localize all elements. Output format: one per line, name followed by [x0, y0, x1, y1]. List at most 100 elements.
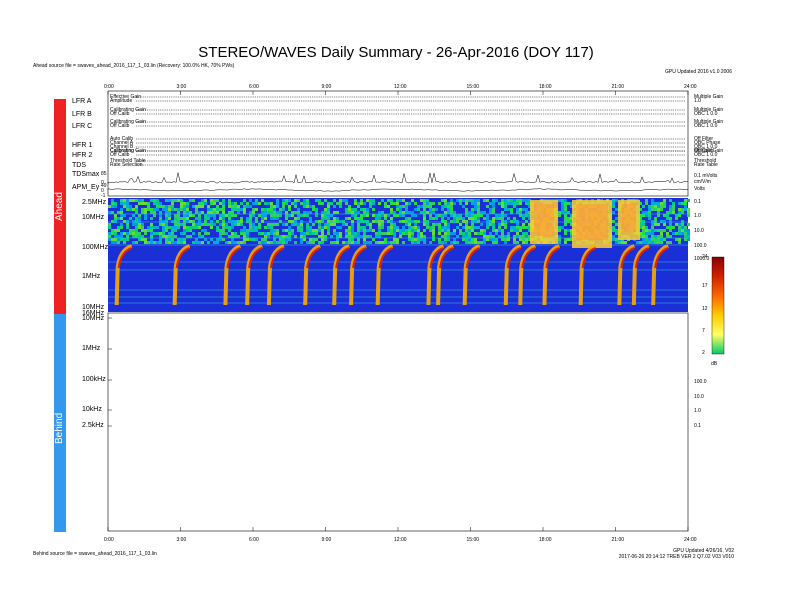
spectrogram-cell [561, 202, 564, 205]
spectrogram-cell [378, 226, 381, 229]
spectrogram-cell [396, 205, 399, 208]
spectrogram-cell [453, 229, 456, 232]
spectrogram-cell [444, 199, 447, 202]
spectrogram-cell [564, 214, 567, 217]
spectrogram-cell [300, 238, 303, 241]
spectrogram-cell [444, 238, 447, 241]
spectrogram-cell [144, 241, 147, 244]
spectrogram-cell [171, 208, 174, 211]
spectrogram-cell [312, 232, 315, 235]
spectrogram-cell [162, 232, 165, 235]
spectrogram-cell [249, 226, 252, 229]
spectrogram-cell [333, 220, 336, 223]
spectrogram-cell [372, 220, 375, 223]
spectrogram-cell [198, 202, 201, 205]
spectrogram-cell [612, 211, 615, 214]
spectrogram-cell [375, 241, 378, 244]
spectrogram-cell [663, 220, 666, 223]
spectrogram-cell [186, 235, 189, 238]
spectrogram-cell [438, 241, 441, 244]
spectrogram-cell [510, 199, 513, 202]
spectrogram-cell [138, 202, 141, 205]
spectrogram-cell [201, 199, 204, 202]
spectrogram-cell [198, 223, 201, 226]
colorbar [711, 256, 725, 355]
spectrogram-cell [645, 238, 648, 241]
spectrogram-cell [459, 199, 462, 202]
spectrogram-cell [198, 217, 201, 220]
spectrogram-cell [126, 220, 129, 223]
spectrogram-cell [360, 208, 363, 211]
spectrogram-cell [183, 229, 186, 232]
spectrogram-cell [252, 229, 255, 232]
spectrogram-cell [273, 241, 276, 244]
top-time-tick: 12:00 [394, 84, 407, 90]
spectrogram-cell [141, 202, 144, 205]
spectrogram-cell [435, 208, 438, 211]
spectrogram-cell [159, 211, 162, 214]
spectrogram-cell [420, 238, 423, 241]
spectrogram-cell [564, 238, 567, 241]
spectrogram-cell [306, 205, 309, 208]
spectrogram-cell [657, 208, 660, 211]
spectrogram-cell [231, 208, 234, 211]
spectrogram-cell [165, 214, 168, 217]
spectrogram-cell [411, 232, 414, 235]
spectrogram-cell [390, 229, 393, 232]
spectrogram-cell [414, 214, 417, 217]
spectrogram-cell [486, 217, 489, 220]
spectrogram-cell [285, 211, 288, 214]
spectrogram-cell [516, 220, 519, 223]
spectrogram-cell [213, 241, 216, 244]
spectrogram-cell [222, 199, 225, 202]
bottom-right-note-2: 2017-06-26 20:14:12 TREB VER 2 Q7.02 V03… [618, 554, 734, 560]
spectrogram-cell [273, 223, 276, 226]
spectrogram-cell [132, 199, 135, 202]
spectrogram-cell [294, 220, 297, 223]
spectrogram-cell [501, 229, 504, 232]
spectrogram-cell [528, 235, 531, 238]
spectrogram-cell [384, 232, 387, 235]
spectrogram-cell [444, 202, 447, 205]
spectrogram-cell [303, 211, 306, 214]
spectrogram-cell [453, 217, 456, 220]
spectrogram-cell [348, 235, 351, 238]
spectrogram-cell [444, 223, 447, 226]
spectrogram-cell [150, 226, 153, 229]
spectrogram-cell [219, 208, 222, 211]
spectrogram-cell [285, 214, 288, 217]
spectrogram-cell [336, 238, 339, 241]
spectrogram-cell [615, 208, 618, 211]
spectrogram-cell [201, 229, 204, 232]
spectrogram-cell [285, 235, 288, 238]
spectrogram-cell [153, 199, 156, 202]
spectrogram-cell [501, 217, 504, 220]
spectrogram-cell [210, 202, 213, 205]
spectrogram-cell [495, 238, 498, 241]
spectrogram-cell [510, 220, 513, 223]
spectrogram-cell [492, 238, 495, 241]
spectrogram-cell [216, 211, 219, 214]
spectrogram-cell [165, 223, 168, 226]
spectrogram-cell [117, 229, 120, 232]
spectrogram-cell [228, 205, 231, 208]
spectrogram-cell [282, 208, 285, 211]
spectrogram-cell [492, 211, 495, 214]
spectrogram-cell [393, 229, 396, 232]
spectrogram-cell [195, 241, 198, 244]
spectrogram-cell [669, 199, 672, 202]
spectrogram-cell [165, 217, 168, 220]
spectrogram-cell [450, 208, 453, 211]
spectrogram-cell [468, 232, 471, 235]
spectrogram-cell [129, 232, 132, 235]
spectrogram-cell [366, 241, 369, 244]
spectrogram-cell [504, 199, 507, 202]
spectrogram-cell [432, 223, 435, 226]
spectrogram-cell [669, 229, 672, 232]
spectrogram-cell [450, 211, 453, 214]
spectrogram-cell [330, 220, 333, 223]
radio-burst-core [545, 247, 560, 269]
spectrogram-cell [237, 208, 240, 211]
spectrogram-cell [309, 217, 312, 220]
ahead-frequency-label: 100MHz [82, 244, 109, 251]
